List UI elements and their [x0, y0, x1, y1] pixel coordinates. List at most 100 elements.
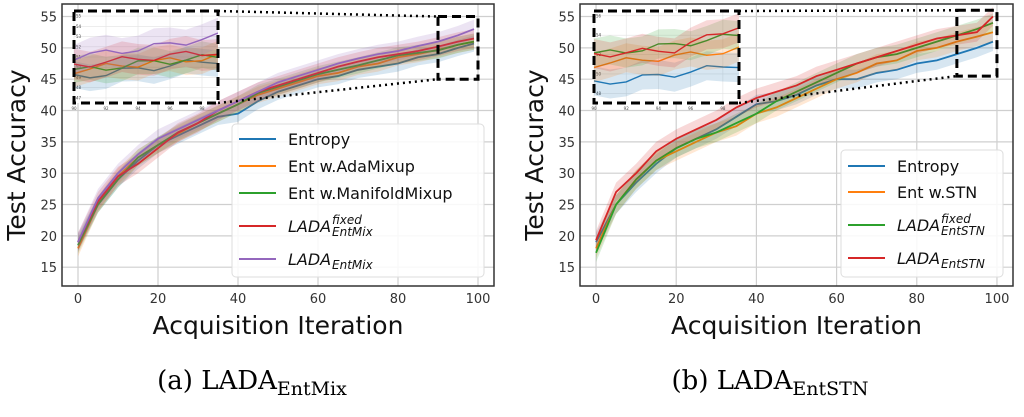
- inset-y-tick-label: 50: [76, 65, 82, 70]
- y-tick-label: 20: [558, 230, 575, 245]
- inset-frame: [592, 9, 741, 105]
- legend-label: LADAEntSTN: [897, 249, 985, 271]
- series-line-lada-fixed-entstn: [595, 21, 994, 254]
- band-entropy: [594, 51, 739, 99]
- x-tick-label: 0: [74, 292, 82, 307]
- legend-item: LADAfixed EntSTN: [848, 212, 985, 238]
- x-tick-label: 40: [230, 292, 247, 307]
- caption-b-text: (b) LADA: [671, 366, 793, 396]
- inset-y-tick-label: 49: [76, 75, 82, 80]
- y-tick-label: 20: [40, 230, 57, 245]
- x-tick-label: 100: [985, 292, 1010, 307]
- inset-y-tick-label: 51: [76, 55, 82, 60]
- legend-label-sub: EntMix: [332, 225, 374, 239]
- x-tick-label: 20: [668, 292, 685, 307]
- inset-x-tick-label: 90: [71, 106, 77, 111]
- zoom-connector-bottom: [738, 74, 958, 105]
- legend: Entropy Ent w.AdaMixup Ent w.ManifoldMixup…: [231, 123, 485, 278]
- y-tick-label: 15: [558, 261, 575, 276]
- y-tick-label: 55: [558, 11, 575, 26]
- legend-label-sub: EntMix: [332, 258, 374, 272]
- legend-item: LADAfixed EntMix: [239, 213, 374, 239]
- y-tick-label: 50: [558, 42, 575, 57]
- y-tick-label: 35: [40, 136, 57, 151]
- legend-label-main: Ent w.AdaMixup: [288, 157, 415, 176]
- legend-item: Ent w.STN: [848, 183, 977, 202]
- legend-label-main: Ent w.ManifoldMixup: [288, 184, 453, 203]
- x-tick-label: 100: [466, 292, 491, 307]
- legend-item: Ent w.ManifoldMixup: [239, 184, 453, 203]
- y-tick-label: 25: [40, 199, 57, 214]
- series-line-ent-w-stn: [594, 46, 739, 69]
- inset-x-tick-label: 98: [720, 106, 726, 111]
- legend-item: Ent w.AdaMixup: [239, 157, 415, 176]
- band-ent-w-stn: [594, 32, 739, 83]
- band-lada-fixed-entstn: [596, 13, 993, 263]
- series-line-ent-w-manifoldmixup: [74, 53, 218, 71]
- series-line-entropy: [77, 42, 475, 243]
- inset-y-tick-label: 48: [76, 85, 82, 90]
- caption-a: (a) LADAEntMix: [157, 366, 347, 400]
- legend-label: Ent w.ManifoldMixup: [288, 184, 453, 203]
- caption-b-sub: EntSTN: [792, 378, 869, 400]
- y-tick-label: 30: [40, 167, 57, 182]
- band-lada-entstn: [594, 13, 739, 72]
- x-tick-label: 60: [310, 292, 327, 307]
- panel-b: 0 20 40 60 80 100 15 20 25 30 35 40 45 50 55 90 92 94 96 98…: [520, 3, 1014, 340]
- y-tick-label: 15: [40, 261, 57, 276]
- inset-y-tick-label: 56: [596, 13, 602, 18]
- legend-label: Ent w.AdaMixup: [288, 157, 415, 176]
- x-tick-label: 0: [592, 292, 600, 307]
- zoom-connector-top: [217, 9, 439, 18]
- x-axis-label: Acquisition Iteration: [671, 311, 922, 340]
- legend-label: Entropy: [897, 157, 959, 176]
- x-tick-label: 80: [909, 292, 926, 307]
- legend-item: LADAEntMix: [239, 250, 374, 272]
- inset-x-tick-label: 94: [656, 106, 662, 111]
- band-ent-w-manifoldmixup: [78, 33, 474, 254]
- x-tick-label: 60: [828, 292, 845, 307]
- series-line-lada-fixed-entstn: [594, 33, 739, 54]
- legend-item: Entropy: [239, 130, 350, 149]
- series-line-entropy: [595, 40, 994, 243]
- series-line-lada-fixed-entmix: [77, 37, 475, 243]
- legend-label-main: LADA: [288, 217, 331, 236]
- series-line-lada-entmix: [74, 32, 218, 61]
- x-tick-label: 20: [150, 292, 167, 307]
- panel-a: 0 20 40 60 80 100 15 20 25 30 35 40 45 50 55 90 92 94 96 98…: [2, 3, 495, 340]
- band-entropy: [78, 35, 474, 251]
- inset-background: [594, 11, 739, 103]
- legend-box: [840, 149, 1004, 278]
- series-line-lada-entmix: [77, 28, 475, 243]
- legend-label-sub: EntSTN: [941, 224, 985, 238]
- legend-label-sup: fixed: [332, 213, 362, 227]
- caption-a-text: (a) LADA: [157, 366, 277, 396]
- series-line-lada-fixed-entmix: [74, 50, 218, 68]
- legend-item: Entropy: [848, 157, 959, 176]
- inset-y-tick-label: 54: [596, 33, 602, 38]
- legend-label: LADAfixed EntMix: [288, 213, 374, 239]
- series-line-entropy: [594, 65, 739, 85]
- legend-label-main: LADA: [897, 249, 940, 268]
- band-entropy: [596, 32, 993, 252]
- caption-a-sub: EntMix: [276, 378, 347, 400]
- y-tick-label: 50: [40, 42, 57, 57]
- axes-frame: [579, 3, 1014, 287]
- inset-x-tick-label: 96: [688, 106, 694, 111]
- zoom-region-box: [955, 8, 999, 78]
- series-line-lada-entstn: [595, 15, 994, 241]
- legend-label: LADAEntMix: [288, 250, 374, 272]
- y-tick-label: 55: [40, 11, 57, 26]
- inset-y-tick-label: 47: [76, 95, 82, 100]
- y-tick-label: 45: [558, 73, 575, 88]
- legend-label-sub: EntSTN: [941, 257, 985, 271]
- y-tick-label: 40: [558, 105, 575, 120]
- legend-label-main: Ent w.STN: [897, 183, 977, 202]
- inset-y-tick-label: 50: [596, 71, 602, 76]
- legend-label: LADAfixed EntSTN: [897, 212, 985, 238]
- band-ent-w-stn: [596, 22, 993, 258]
- legend-label: Ent w.STN: [897, 183, 977, 202]
- inset-frame: [72, 9, 220, 105]
- legend-label-main: LADA: [288, 250, 331, 269]
